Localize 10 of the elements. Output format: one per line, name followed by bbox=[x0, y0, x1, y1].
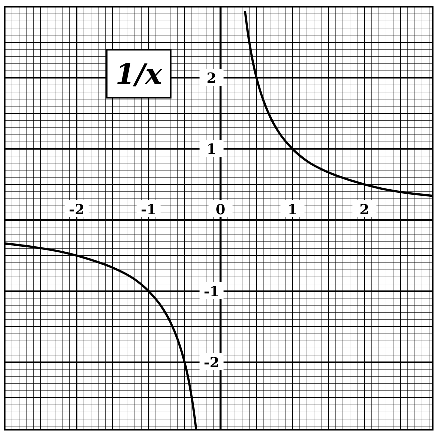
y-tick-label: -1 bbox=[204, 284, 220, 300]
x-tick-label: 0 bbox=[216, 202, 226, 218]
x-tick-label: -1 bbox=[141, 202, 157, 218]
x-tick-label: 1 bbox=[288, 202, 298, 218]
y-tick-label: -2 bbox=[204, 355, 220, 372]
y-tick-label: 1 bbox=[206, 142, 217, 158]
x-tick-label: -2 bbox=[69, 202, 85, 218]
y-tick-label: 2 bbox=[206, 71, 217, 88]
text: 1/x bbox=[116, 58, 163, 91]
x-tick-label: 2 bbox=[360, 202, 370, 218]
